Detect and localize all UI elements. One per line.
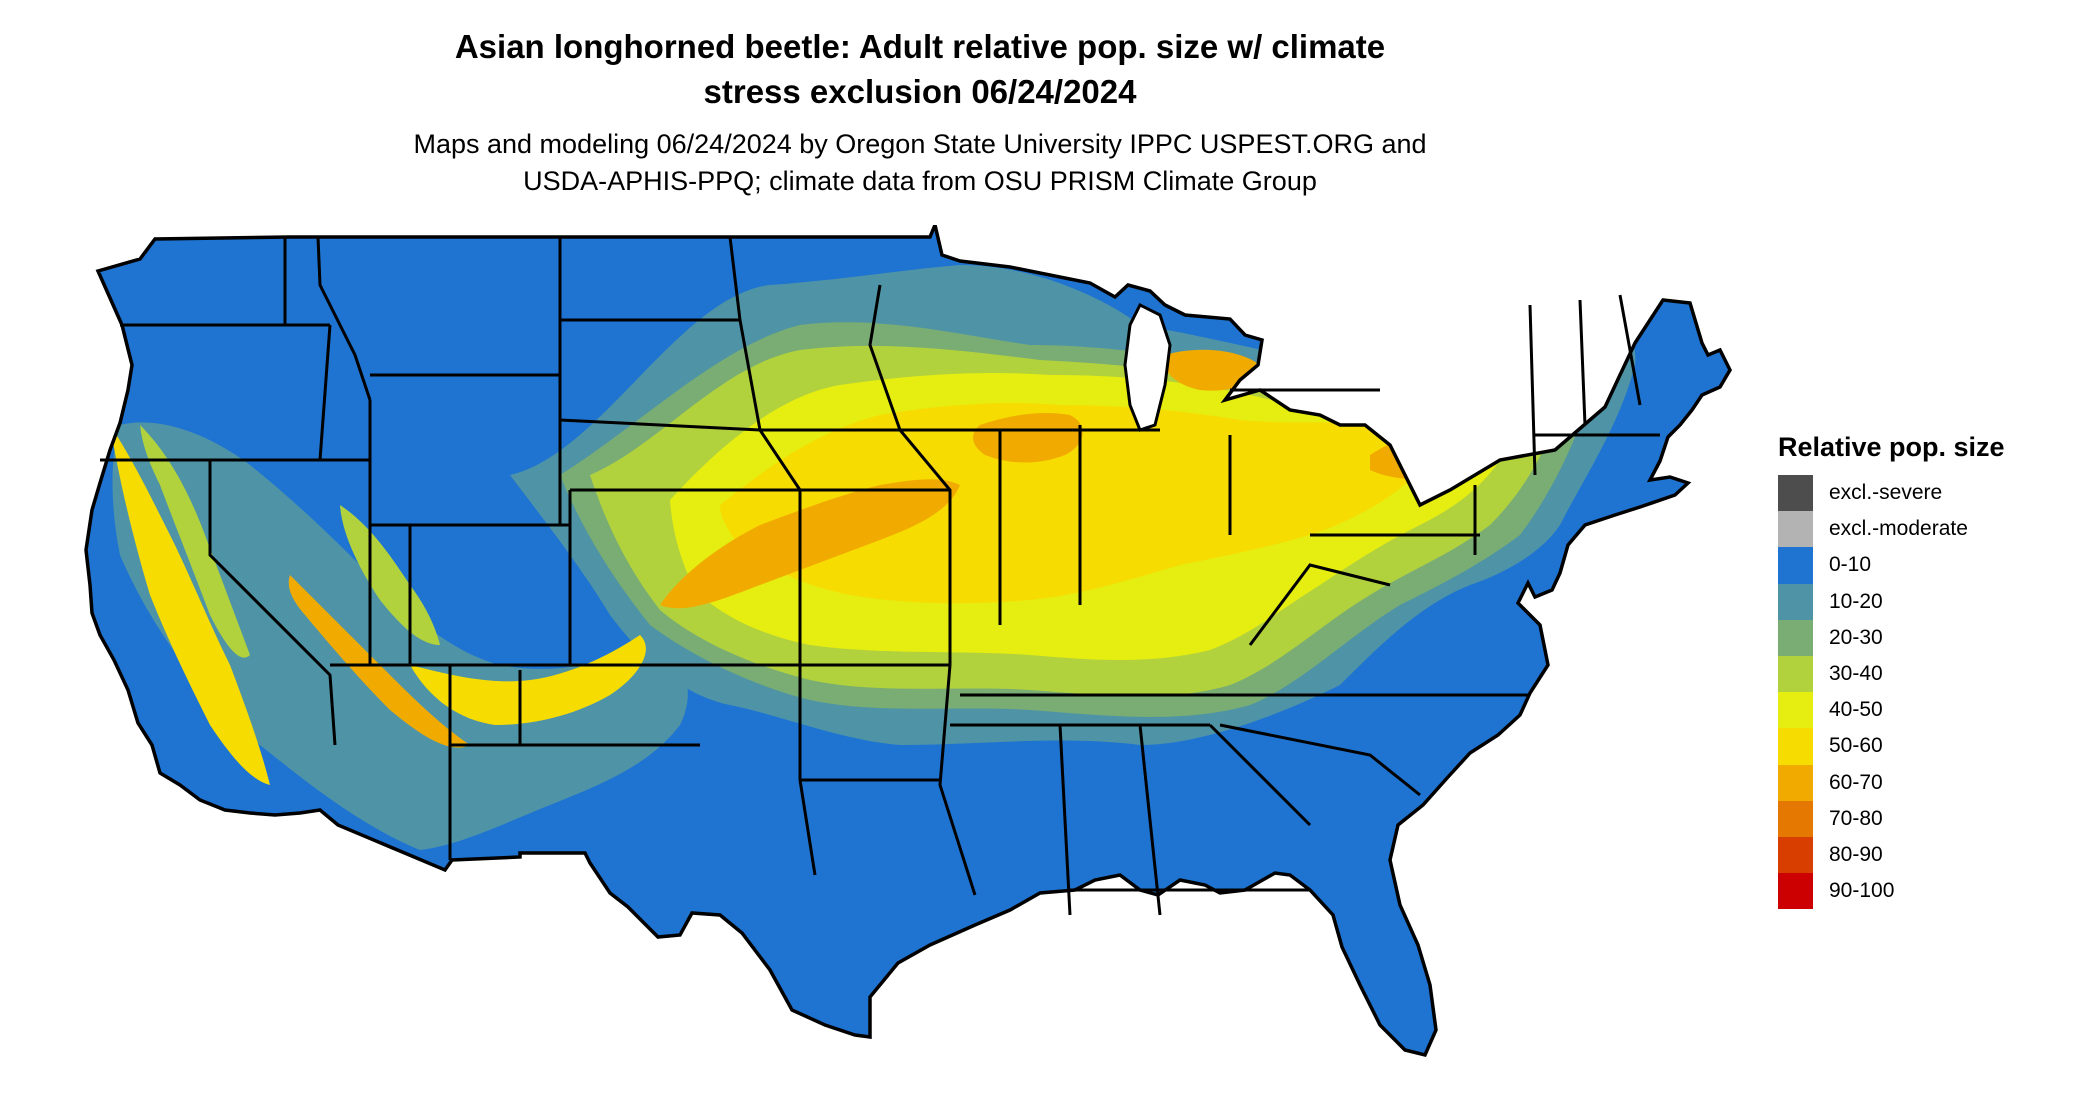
legend-swatch (1778, 475, 1813, 512)
zone-west-teal (112, 422, 688, 850)
zone-60-70-central (660, 479, 960, 609)
zone-60-70-mi (1164, 349, 1260, 391)
legend-label: 0-10 (1829, 553, 1872, 577)
legend: Relative pop. size excl.-severe excl.-mod… (1778, 432, 2005, 910)
legend-label: 90-100 (1829, 879, 1895, 903)
border-ia-il (898, 429, 952, 665)
border-mn-wi (868, 284, 902, 431)
zone-west-yellow-nm (410, 635, 646, 725)
border-ca-nv (208, 460, 337, 746)
us-map (84, 225, 1732, 1057)
legend-item: 50-60 (1778, 728, 2005, 765)
legend-item: 60-70 (1778, 764, 2005, 801)
border-or-id (318, 324, 332, 461)
zone-west-green-ut (340, 505, 440, 645)
legend-swatch (1778, 728, 1813, 765)
legend-swatch (1778, 511, 1813, 548)
border-ny-new-england (1528, 304, 1537, 476)
map-subtitle-line-1: Maps and modeling 06/24/2024 by Oregon S… (413, 129, 1427, 159)
map-title: Asian longhorned beetle: Adult relative … (0, 24, 1840, 114)
border-id-mt (316, 236, 372, 401)
legend-item: 80-90 (1778, 836, 2005, 874)
legend-swatch (1778, 655, 1813, 693)
legend-swatch (1778, 873, 1813, 910)
border-nd-mn (728, 236, 762, 431)
zone-50-60 (720, 403, 1422, 604)
legend-label: 50-60 (1829, 734, 1883, 758)
border-la-tx (798, 779, 817, 876)
legend-swatch (1778, 764, 1813, 801)
legend-item: 90-100 (1778, 873, 2005, 910)
zone-60-70-pa (1370, 428, 1491, 480)
legend-item: excl.-moderate (1778, 511, 2005, 548)
map-subtitle: Maps and modeling 06/24/2024 by Oregon S… (0, 126, 1840, 200)
legend-item: 70-80 (1778, 800, 2005, 837)
legend-swatch (1778, 692, 1813, 729)
zone-west-orange-south (288, 575, 470, 748)
state-borders (100, 236, 1660, 916)
map-subtitle-line-2: USDA-APHIS-PPQ; climate data from OSU PR… (523, 166, 1317, 196)
legend-label: 60-70 (1829, 770, 1883, 794)
legend-swatch (1778, 836, 1813, 874)
border-al-ga (1138, 724, 1162, 916)
border-ga-sc (1208, 723, 1312, 827)
border-ms-ar (938, 664, 977, 896)
legend-label: excl.-moderate (1829, 517, 1968, 541)
border-wv-va (1248, 563, 1391, 646)
border-vt-nh (1578, 299, 1587, 426)
lake-michigan (1123, 302, 1172, 432)
legend-label: excl.-severe (1829, 481, 1943, 505)
legend-item: 10-20 (1778, 583, 2005, 620)
legend-label: 30-40 (1829, 662, 1883, 686)
zone-west-green-sierra (140, 425, 250, 658)
legend-title: Relative pop. size (1778, 432, 2005, 462)
legend-swatch (1778, 583, 1813, 620)
border-nh-me (1618, 294, 1642, 406)
legend-label: 70-80 (1829, 806, 1883, 830)
legend-item: 0-10 (1778, 547, 2005, 584)
legend-item: 20-30 (1778, 619, 2005, 656)
legend-item: 40-50 (1778, 692, 2005, 729)
zone-west-yellow-ca (110, 425, 270, 785)
map-title-line-1: Asian longhorned beetle: Adult relative … (454, 28, 1386, 65)
legend-swatch (1778, 619, 1813, 656)
legend-item: 30-40 (1778, 655, 2005, 693)
legend-items: excl.-severe excl.-moderate 0-10 10-20 20-30… (1778, 475, 2005, 910)
border-nc-sc (1219, 723, 1421, 797)
legend-label: 20-30 (1829, 625, 1883, 649)
legend-swatch (1778, 547, 1813, 584)
legend-label: 80-90 (1829, 842, 1883, 866)
map-title-line-2: stress exclusion 06/24/2024 (703, 73, 1137, 110)
legend-item: excl.-severe (1778, 475, 2005, 512)
border-sd-ne (559, 418, 761, 432)
legend-swatch (1778, 800, 1813, 837)
legend-label: 40-50 (1829, 698, 1883, 722)
border-ms-al (1058, 724, 1072, 916)
border-ne-ia (758, 429, 802, 491)
legend-label: 10-20 (1829, 589, 1883, 613)
